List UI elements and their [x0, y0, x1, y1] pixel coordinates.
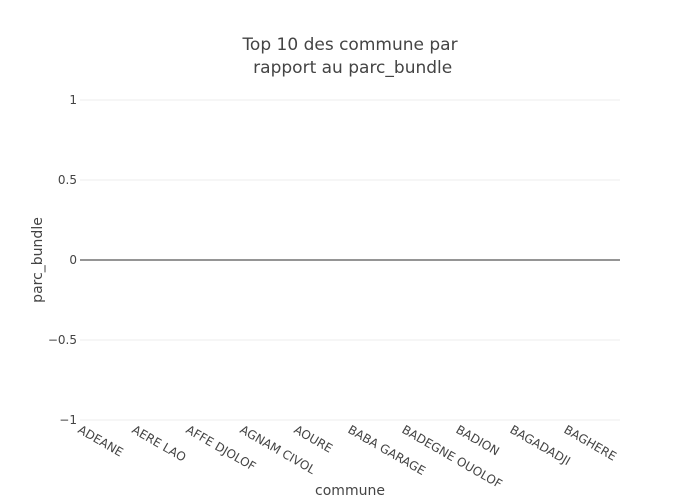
chart-title: Top 10 des commune par rapport au parc_b… [241, 35, 457, 78]
y-axis-ticks: 1 0.5 0 −0.5 −1 [48, 93, 77, 427]
x-tick-label: AOURE [292, 422, 336, 455]
y-tick-label: 1 [69, 93, 77, 107]
y-axis-label: parc_bundle [30, 217, 46, 303]
chart-title-line-1: Top 10 des commune par [241, 35, 457, 55]
y-tick-label: 0.5 [58, 173, 77, 187]
x-tick-label: BADEGNE OUOLOF [400, 422, 505, 491]
gridlines [80, 99, 620, 421]
y-tick-label: −1 [59, 413, 77, 427]
y-tick-label: 0 [69, 253, 77, 267]
x-tick-label: BAGADADJI [508, 422, 573, 468]
chart-title-line-2: rapport au parc_bundle [248, 58, 452, 78]
y-tick-label: −0.5 [48, 333, 77, 347]
x-tick-label: AERE LAO [130, 422, 189, 464]
x-axis-label: commune [315, 483, 385, 499]
x-tick-label: ADEANE [76, 422, 126, 459]
